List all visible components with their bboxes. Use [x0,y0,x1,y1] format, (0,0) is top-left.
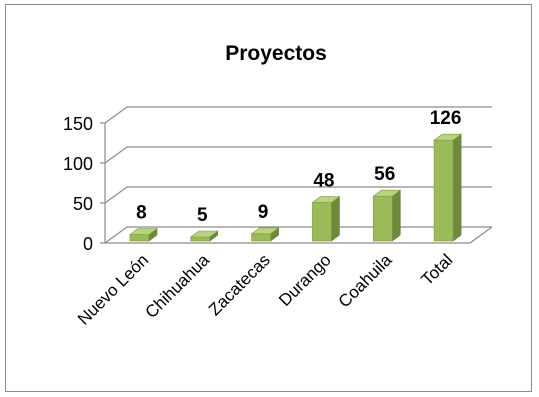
bar-front [312,202,332,242]
bar-top [372,189,402,197]
y-tick-label: 150 [63,114,93,134]
axes [100,122,493,244]
data-label: 5 [197,205,208,226]
category-label: Nuevo León [74,250,152,328]
gridline [104,186,492,204]
x-axis [105,226,493,244]
chart-title: Proyectos [225,42,327,65]
bar-front [190,236,211,242]
category-label: Durango [275,250,335,310]
gridline [104,146,492,164]
bar-top [129,228,158,235]
bars [129,133,462,242]
bar [250,227,280,242]
bar-front [129,234,150,242]
bar-side [331,196,340,242]
y-tick-label: 50 [73,194,93,214]
data-label: 9 [258,202,269,223]
bar [433,133,462,242]
y-tick-label: 100 [63,154,93,174]
bar-side [391,189,401,242]
bar-side [452,133,462,242]
y-tick-labels: 0 50 100 150 [63,114,93,254]
bar [189,230,219,242]
bar-top [189,230,219,238]
bar [311,196,341,242]
gridlines [104,106,492,244]
bar [372,189,402,242]
bar [129,228,158,242]
bar-front [433,139,454,242]
data-label: 126 [430,108,462,129]
data-label: 56 [374,164,395,185]
category-label: Chihuahua [141,250,213,322]
data-label: 48 [313,171,334,192]
category-label: Coahuila [335,250,396,311]
category-label: Zacatecas [205,250,274,319]
gridline [104,226,492,244]
bar-top [250,227,280,235]
data-label: 8 [136,203,147,224]
bar-front [251,233,271,242]
category-label: Total [418,250,457,289]
bar-front [372,195,393,242]
data-labels: 8 5 9 48 56 126 [136,108,461,226]
y-tick-label: 0 [83,234,93,254]
bar-top [311,196,341,203]
bar-top [433,133,462,141]
gridline [104,106,492,124]
